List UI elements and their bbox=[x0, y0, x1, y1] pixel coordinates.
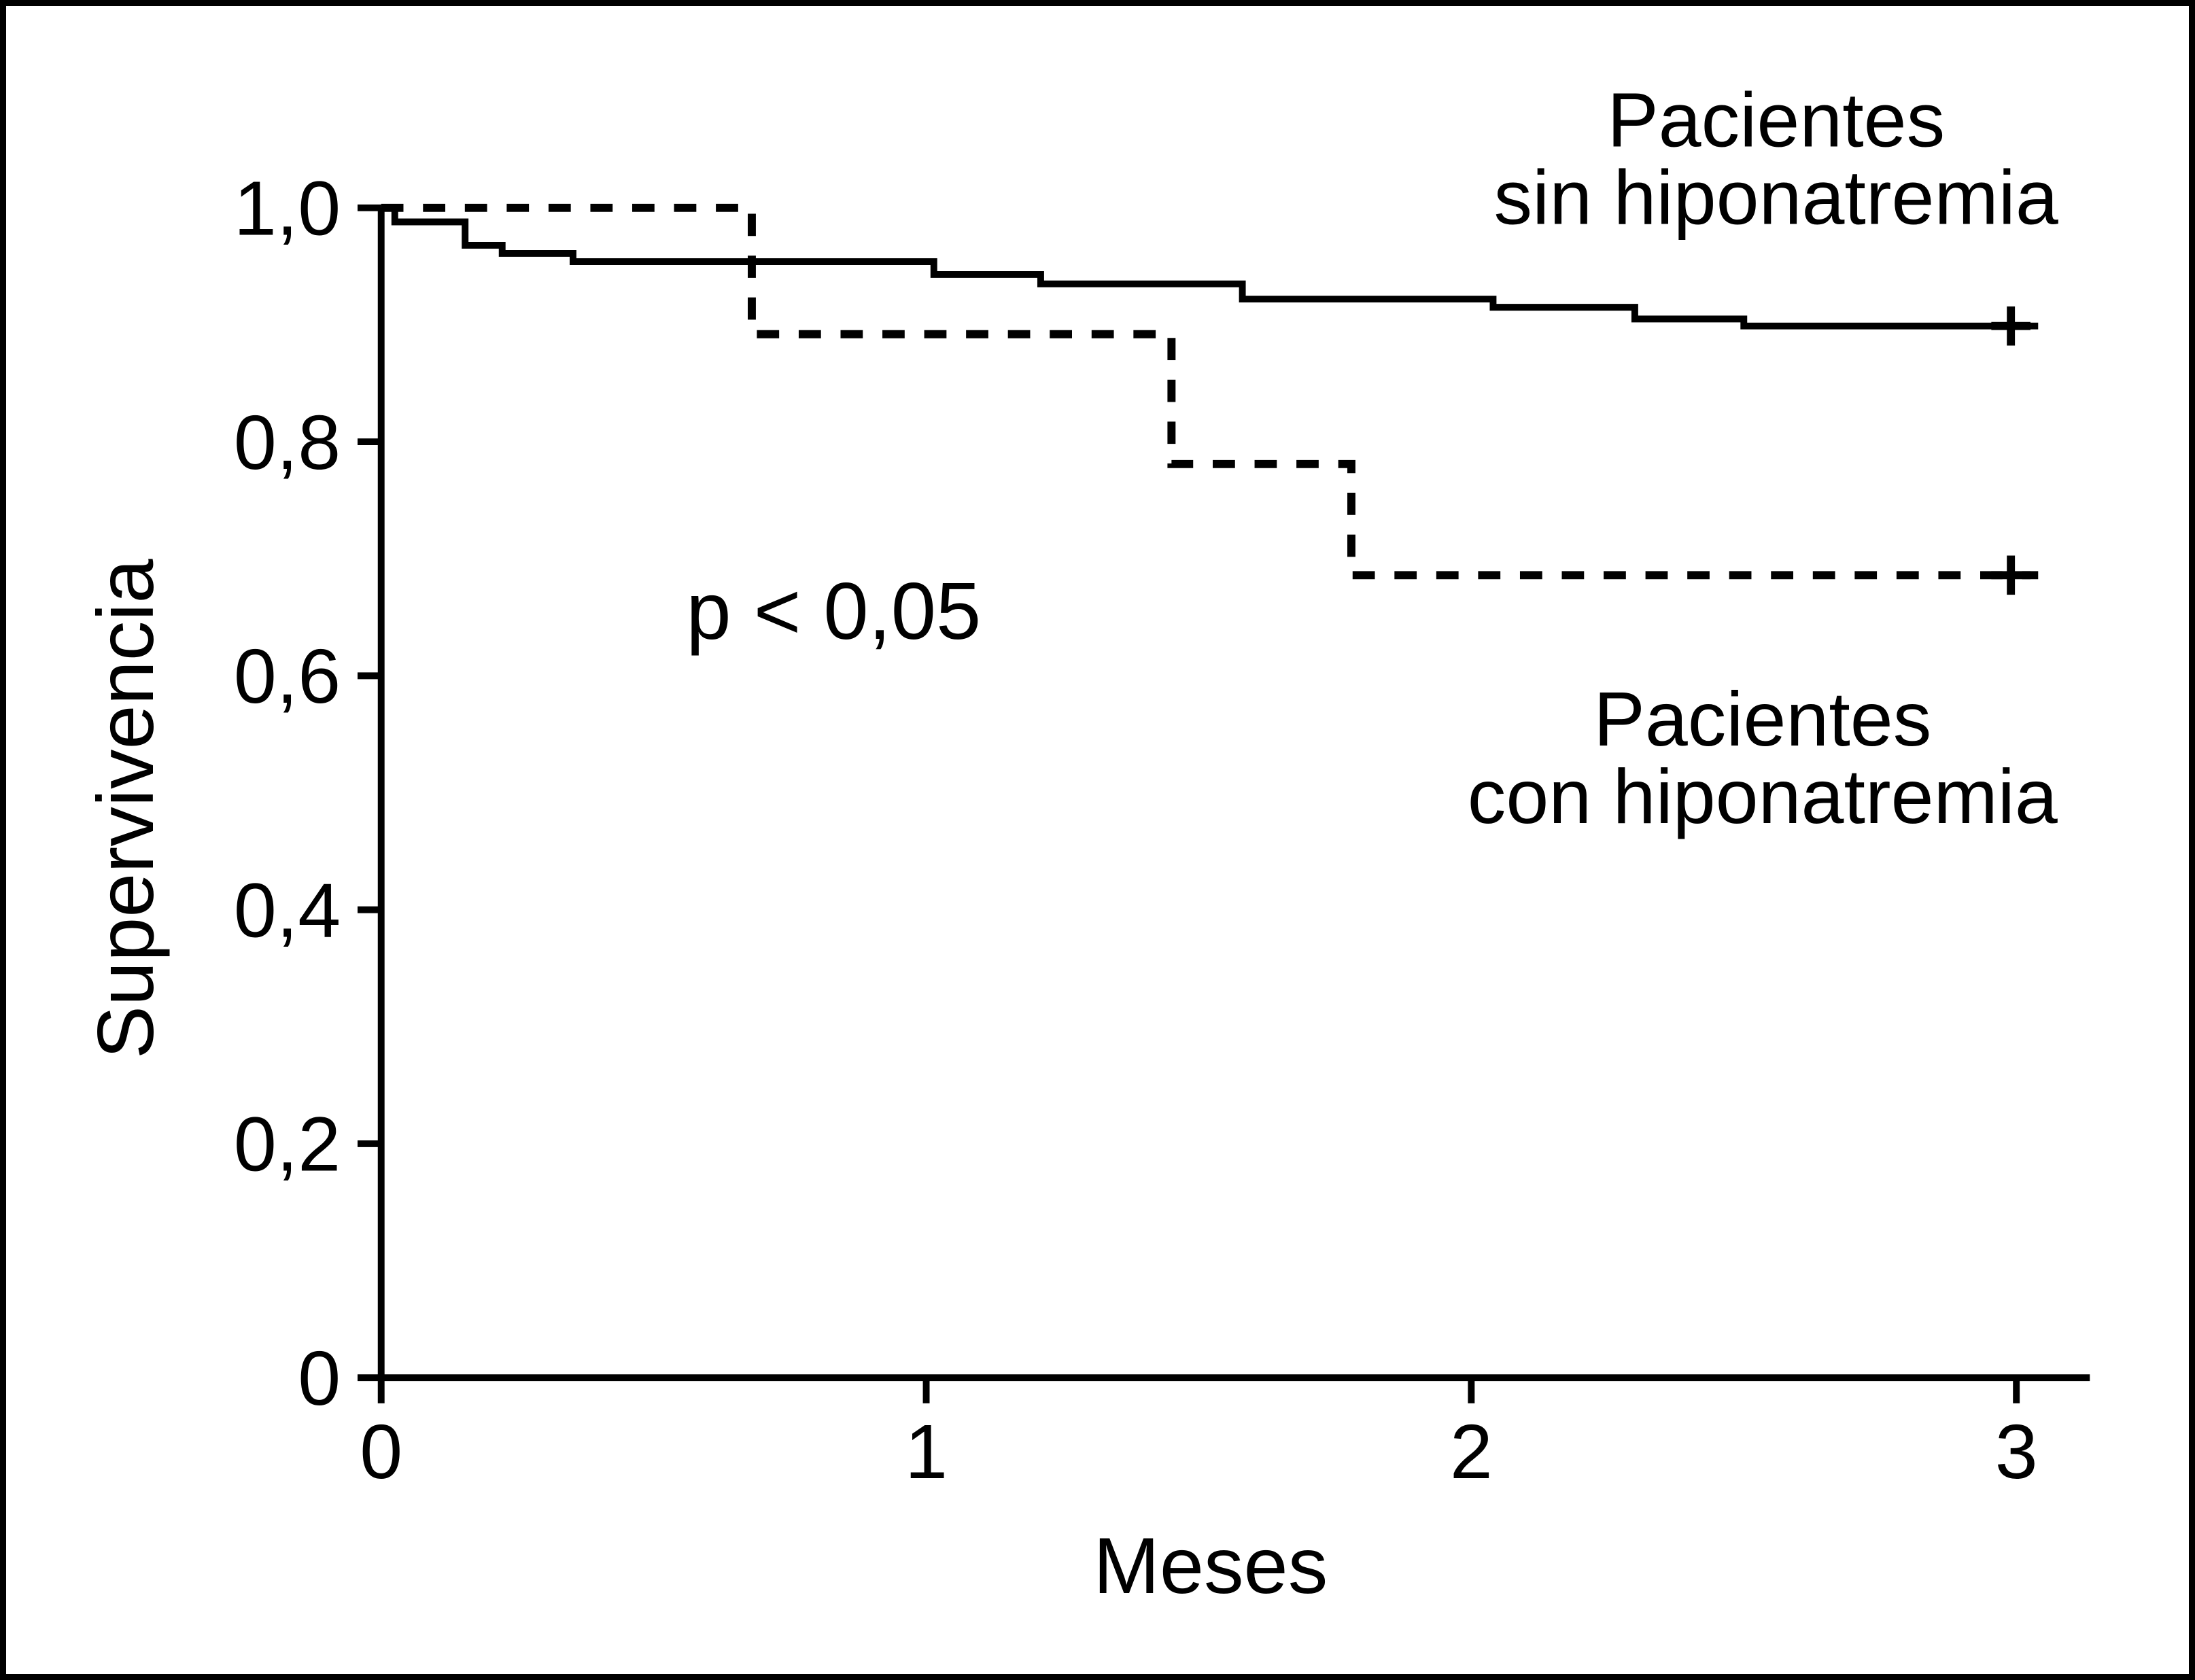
legend-solid-line2: sin hiponatremia bbox=[1494, 155, 2058, 241]
y-tick-label: 0,2 bbox=[234, 1102, 341, 1187]
dashed-survival-curve bbox=[381, 203, 2039, 580]
solid-survival-curve bbox=[381, 204, 2039, 330]
y-tick-label: 0,4 bbox=[234, 867, 341, 953]
x-axis-title: Meses bbox=[1093, 1521, 1328, 1610]
axes-group: 1,0 0,8 0,6 0,4 0,2 00 1 2 3 bbox=[234, 166, 2090, 1494]
x-tick-label: 1 bbox=[905, 1409, 948, 1494]
x-tick-label: 3 bbox=[1995, 1409, 2038, 1494]
y-tick-label: 0,6 bbox=[234, 633, 341, 719]
legend-dashed-line2: con hiponatremia bbox=[1468, 754, 2058, 839]
legend-dashed-line1: Pacientes bbox=[1593, 676, 1931, 762]
y-tick-label: 1,0 bbox=[234, 166, 341, 251]
legend-solid-line1: Pacientes bbox=[1607, 77, 1945, 162]
x-tick-label: 0 bbox=[360, 1409, 402, 1494]
survival-chart: 1,0 0,8 0,6 0,4 0,2 00 1 2 3 Supervivencia Meses… bbox=[81, 77, 2090, 1610]
x-tick-label: 2 bbox=[1450, 1409, 1493, 1494]
y-tick-label: 0 bbox=[298, 1335, 341, 1421]
y-axis-title: Supervivencia bbox=[81, 559, 170, 1060]
p-value-annotation: p < 0,05 bbox=[686, 566, 981, 657]
curves-group bbox=[381, 203, 2039, 595]
y-tick-label: 0,8 bbox=[234, 400, 341, 485]
